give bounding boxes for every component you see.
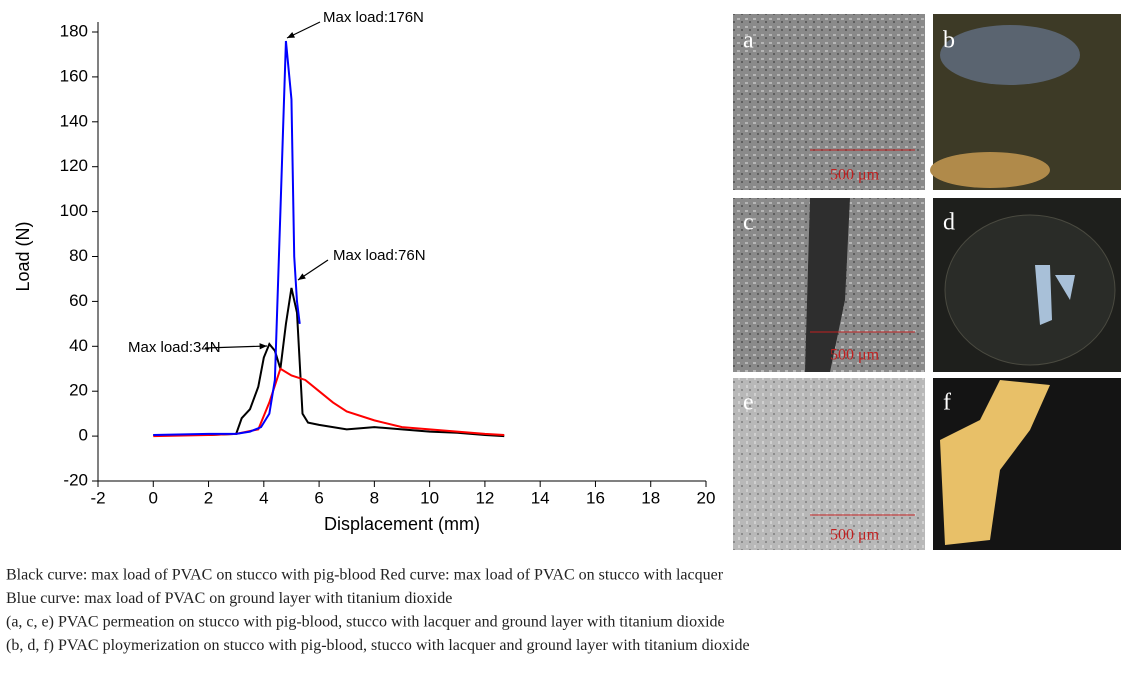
panel-letter: f <box>943 390 951 416</box>
x-tick-label: 0 <box>149 488 158 507</box>
x-axis-label: Displacement (mm) <box>324 514 480 534</box>
y-tick-label: 60 <box>69 291 88 310</box>
x-tick-label: 20 <box>697 488 716 507</box>
y-tick-label: 140 <box>60 111 88 130</box>
photo-f-detail <box>940 380 1050 545</box>
photo-e <box>733 378 925 550</box>
caption-line: (b, d, f) PVAC ploymerization on stucco … <box>6 637 750 654</box>
panel-letter: a <box>743 28 754 54</box>
x-tick-label: 14 <box>531 488 550 507</box>
y-tick-label: 180 <box>60 21 88 40</box>
panel-letter: c <box>743 210 754 236</box>
panel-letter: b <box>943 28 955 54</box>
photo-panels <box>733 14 1121 550</box>
x-tick-label: 18 <box>641 488 660 507</box>
x-tick-label: -2 <box>90 488 105 507</box>
arrow-head <box>287 31 295 38</box>
series-line <box>153 40 301 436</box>
arrow-head <box>298 273 306 280</box>
x-tick-label: 10 <box>420 488 439 507</box>
x-tick-label: 8 <box>370 488 379 507</box>
panel-letter: e <box>743 390 754 416</box>
photo-b-detail <box>930 152 1050 188</box>
x-tick-label: 4 <box>259 488 268 507</box>
y-axis-label: Load (N) <box>13 221 33 291</box>
y-tick-label: 40 <box>69 336 88 355</box>
annotation: Max load:76N <box>333 247 426 264</box>
y-tick-label: 80 <box>69 246 88 265</box>
scale-bar-label: 500 μm <box>830 527 880 544</box>
y-tick-label: 160 <box>60 66 88 85</box>
y-tick-label: 100 <box>60 201 88 220</box>
caption-line: Blue curve: max load of PVAC on ground l… <box>6 590 452 607</box>
x-tick-label: 2 <box>204 488 213 507</box>
annotation: Max load:34N <box>128 339 221 356</box>
arrow-head <box>259 343 267 350</box>
caption-line: (a, c, e) PVAC permeation on stucco with… <box>6 614 725 631</box>
panel-letter: d <box>943 210 955 236</box>
photo-d-detail <box>944 214 1116 366</box>
photo-b-detail <box>940 25 1080 85</box>
y-tick-label: 120 <box>60 156 88 175</box>
photo-a <box>733 14 925 190</box>
series-line <box>153 287 505 438</box>
y-tick-label: 20 <box>69 381 88 400</box>
x-tick-label: 6 <box>314 488 323 507</box>
caption-line: Black curve: max load of PVAC on stucco … <box>6 567 724 584</box>
photo-c-detail <box>805 198 850 372</box>
scale-bar-label: 500 μm <box>830 347 880 364</box>
annotation-arrow <box>204 345 268 349</box>
photo-d-detail <box>1035 265 1075 325</box>
y-tick-label: 0 <box>79 426 88 445</box>
scale-bar-label: 500 μm <box>830 167 880 184</box>
x-tick-label: 16 <box>586 488 605 507</box>
y-tick-label: -20 <box>63 470 88 489</box>
annotation: Max load:176N <box>323 9 424 26</box>
x-tick-label: 12 <box>475 488 494 507</box>
